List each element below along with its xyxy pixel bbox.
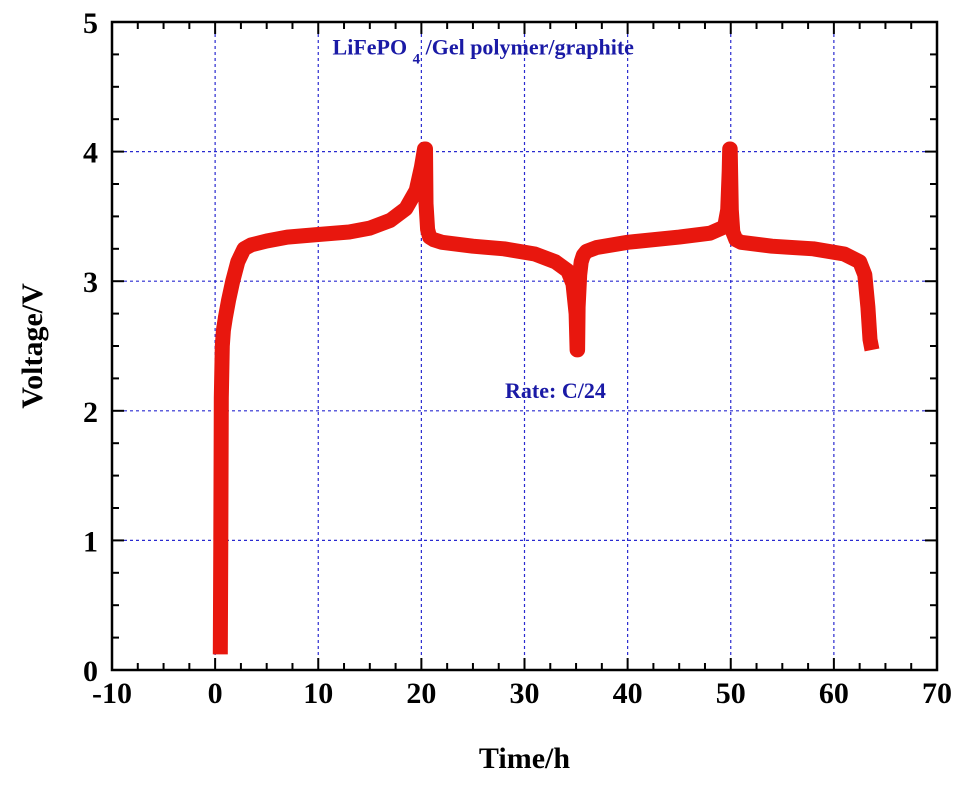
x-tick-label: 60 xyxy=(819,677,849,710)
y-tick-label: 1 xyxy=(83,525,98,558)
x-tick-label: -10 xyxy=(92,677,132,710)
annotation-cell-chemistry-subscript: 4 xyxy=(413,51,421,67)
x-tick-label: 50 xyxy=(716,677,746,710)
ticks xyxy=(111,21,938,671)
y-tick-label: 3 xyxy=(83,266,98,299)
x-axis-title: Time/h xyxy=(479,742,570,775)
y-tick-label: 4 xyxy=(83,137,98,170)
annotation-cell-chemistry: LiFePO 4 /Gel polymer/graphite xyxy=(333,34,635,68)
x-tick-label: 30 xyxy=(510,677,540,710)
y-axis-title: Voltage/V xyxy=(16,283,49,409)
x-tick-label: 40 xyxy=(613,677,643,710)
x-tick-label: 70 xyxy=(922,677,952,710)
y-tick-label: 0 xyxy=(83,655,98,688)
x-tick-label: 0 xyxy=(208,677,223,710)
y-tick-label: 5 xyxy=(83,7,98,40)
annotation-cell-chemistry-main: LiFePO xyxy=(333,34,408,59)
y-tick-label: 2 xyxy=(83,396,98,429)
annotation-cell-chemistry-rest: /Gel polymer/graphite xyxy=(425,34,635,59)
annotation-rate: Rate: C/24 xyxy=(505,378,606,403)
grid xyxy=(112,22,937,670)
voltage-curve xyxy=(212,141,880,655)
series-layer xyxy=(212,141,880,655)
x-tick-label: 10 xyxy=(303,677,333,710)
x-tick-label: 20 xyxy=(406,677,436,710)
